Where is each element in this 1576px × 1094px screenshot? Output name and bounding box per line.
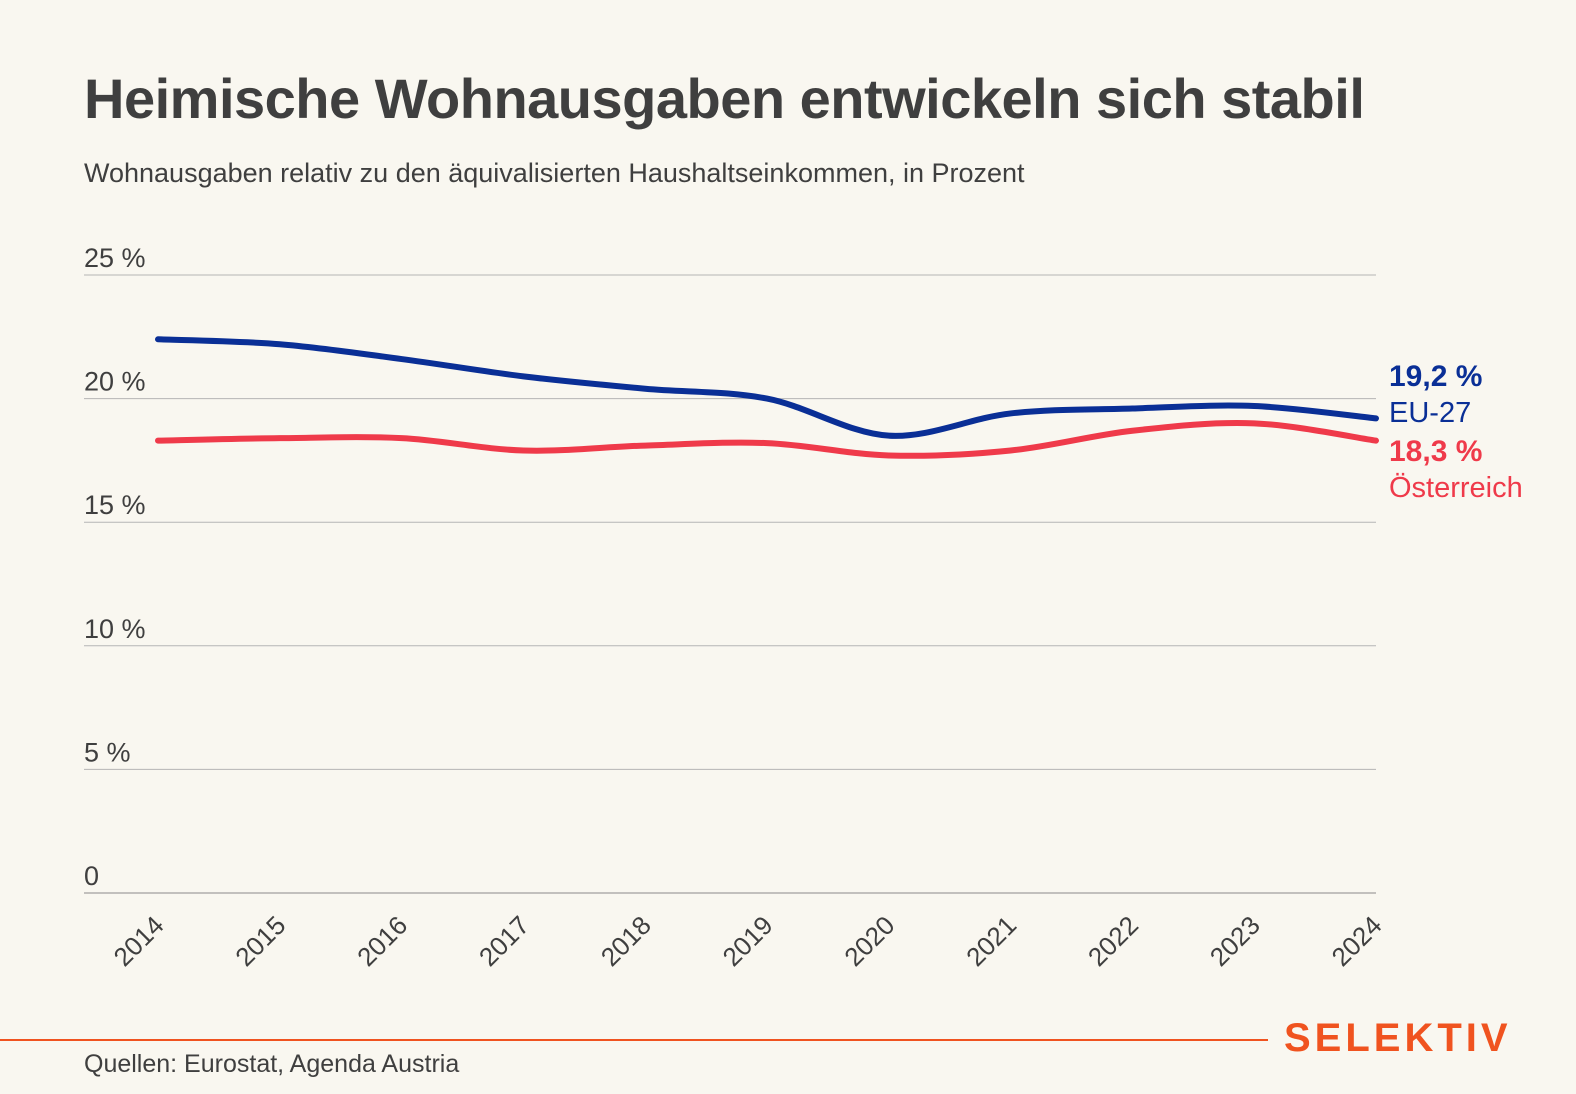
x-tick-label: 2022 — [1082, 910, 1144, 972]
x-tick-label: 2015 — [229, 910, 291, 972]
end-value-label: 19,2 % — [1389, 360, 1482, 393]
x-tick-label: 2017 — [473, 910, 535, 972]
y-tick-label: 0 — [84, 861, 99, 891]
x-tick-label: 2024 — [1326, 910, 1388, 972]
end-value-label: 18,3 % — [1389, 435, 1482, 468]
chart-title: Heimische Wohnausgaben entwickeln sich s… — [84, 67, 1365, 130]
footer-divider — [0, 1039, 1268, 1041]
x-tick-label: 2016 — [351, 910, 413, 972]
y-tick-label: 25 % — [84, 243, 146, 273]
y-tick-label: 15 % — [84, 490, 146, 520]
x-tick-label: 2018 — [595, 910, 657, 972]
series-name-label: EU-27 — [1389, 397, 1471, 429]
brand-logo: SELEKTIV — [1284, 1016, 1512, 1060]
series-name-label: Österreich — [1389, 472, 1523, 504]
x-tick-label: 2023 — [1204, 910, 1266, 972]
chart-subtitle: Wohnausgaben relativ zu den äquivalisier… — [84, 158, 1025, 188]
x-tick-label: 2021 — [960, 910, 1022, 972]
series-line-eu27 — [155, 336, 1379, 439]
y-tick-label: 10 % — [84, 614, 146, 644]
x-tick-label: 2020 — [838, 910, 900, 972]
line-chart: 0 5 % 10 % 15 % 20 % 25 % 2014 2015 2016 2017 2018… — [84, 243, 1523, 972]
y-tick-label: 20 % — [84, 367, 146, 397]
x-tick-label: 2019 — [717, 910, 779, 972]
series-line-oesterreich — [155, 419, 1379, 459]
source-note: Quellen: Eurostat, Agenda Austria — [84, 1050, 460, 1078]
y-tick-label: 5 % — [84, 737, 131, 767]
x-tick-label: 2014 — [108, 910, 170, 972]
